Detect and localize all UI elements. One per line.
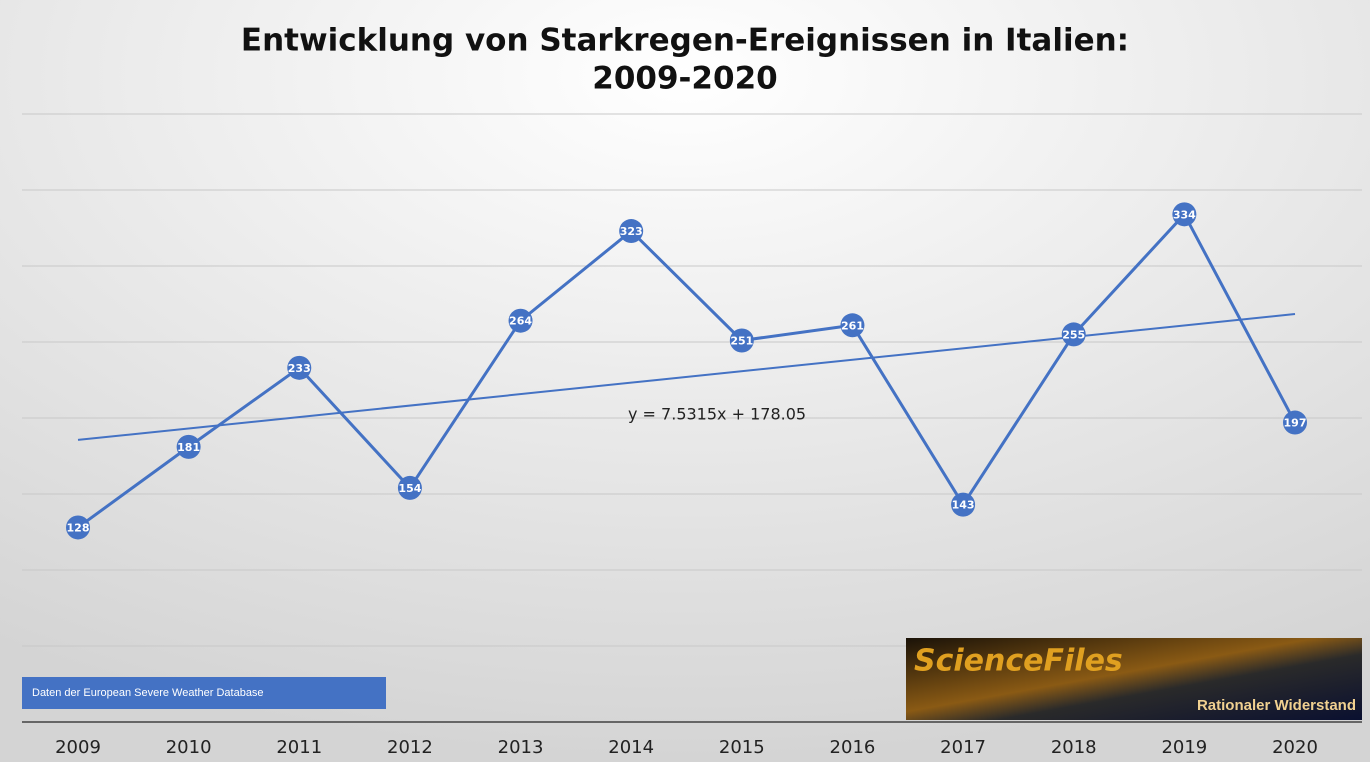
data-label: 181 <box>177 441 200 454</box>
x-tick-label: 2016 <box>830 737 876 758</box>
marker <box>176 434 201 459</box>
data-label: 323 <box>620 225 643 238</box>
x-tick-label: 2015 <box>719 737 765 758</box>
data-label: 233 <box>288 362 311 375</box>
trendline <box>77 312 1296 441</box>
marker <box>840 313 865 338</box>
marker <box>508 308 533 333</box>
marker <box>619 219 644 244</box>
marker <box>1283 410 1307 435</box>
logo-tagline: Rationaler Widerstand <box>1197 697 1356 714</box>
x-tick-label: 2017 <box>940 737 986 758</box>
line <box>77 211 1297 529</box>
x-tick-label: 2011 <box>276 737 322 758</box>
marker <box>1061 322 1086 347</box>
data-label: 143 <box>952 499 975 512</box>
x-tick-label: 2019 <box>1161 737 1207 758</box>
marker <box>397 475 422 500</box>
source-box <box>22 677 386 709</box>
logo <box>906 638 1362 720</box>
x-tick-label: 2018 <box>1051 737 1097 758</box>
data-label: 264 <box>509 315 532 328</box>
data-label: 334 <box>1173 208 1196 221</box>
data-label: 255 <box>1062 328 1085 341</box>
x-tick-label: 2020 <box>1272 737 1318 758</box>
x-tick-label: 2009 <box>55 737 101 758</box>
x-tick-label: 2014 <box>608 737 654 758</box>
source-note: Daten der European Severe Weather Databa… <box>32 687 264 699</box>
data-label: 128 <box>67 521 90 534</box>
data-label: 154 <box>398 482 421 495</box>
data-label: 261 <box>841 319 864 332</box>
x-tick-label: 2010 <box>166 737 212 758</box>
x-tick-label: 2012 <box>387 737 433 758</box>
chart-title: 2009-2020 <box>592 61 777 97</box>
trendline-equation: y = 7.5315x + 178.05 <box>628 405 806 424</box>
chart-title: Entwicklung von Starkregen-Ereignissen i… <box>241 23 1129 59</box>
marker <box>287 355 312 380</box>
marker <box>1172 202 1197 227</box>
data-label: 197 <box>1284 417 1307 430</box>
marker <box>951 492 976 517</box>
marker <box>66 515 90 540</box>
logo-name: ScienceFiles <box>914 644 1123 679</box>
marker <box>729 328 754 353</box>
x-tick-label: 2013 <box>498 737 544 758</box>
data-label: 251 <box>730 334 753 347</box>
